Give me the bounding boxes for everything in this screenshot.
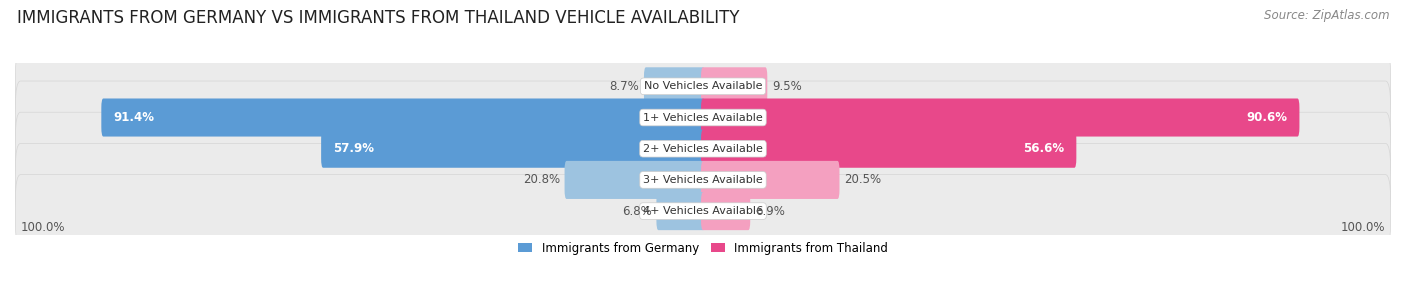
Text: IMMIGRANTS FROM GERMANY VS IMMIGRANTS FROM THAILAND VEHICLE AVAILABILITY: IMMIGRANTS FROM GERMANY VS IMMIGRANTS FR…	[17, 9, 740, 27]
Text: 100.0%: 100.0%	[21, 221, 65, 234]
Text: 56.6%: 56.6%	[1024, 142, 1064, 155]
FancyBboxPatch shape	[15, 143, 1391, 217]
FancyBboxPatch shape	[15, 81, 1391, 154]
Text: 100.0%: 100.0%	[1341, 221, 1385, 234]
FancyBboxPatch shape	[702, 98, 1299, 136]
Text: 90.6%: 90.6%	[1247, 111, 1288, 124]
FancyBboxPatch shape	[15, 175, 1391, 248]
Text: 1+ Vehicles Available: 1+ Vehicles Available	[643, 112, 763, 122]
Text: 91.4%: 91.4%	[112, 111, 155, 124]
FancyBboxPatch shape	[15, 50, 1391, 123]
FancyBboxPatch shape	[702, 67, 768, 105]
FancyBboxPatch shape	[702, 192, 751, 230]
Text: 6.8%: 6.8%	[621, 204, 652, 218]
Text: 8.7%: 8.7%	[610, 80, 640, 93]
Text: 6.9%: 6.9%	[755, 204, 785, 218]
Text: 57.9%: 57.9%	[333, 142, 374, 155]
FancyBboxPatch shape	[702, 161, 839, 199]
FancyBboxPatch shape	[565, 161, 704, 199]
Legend: Immigrants from Germany, Immigrants from Thailand: Immigrants from Germany, Immigrants from…	[513, 237, 893, 259]
FancyBboxPatch shape	[321, 130, 704, 168]
Text: 9.5%: 9.5%	[772, 80, 801, 93]
Text: 4+ Vehicles Available: 4+ Vehicles Available	[643, 206, 763, 216]
FancyBboxPatch shape	[644, 67, 704, 105]
FancyBboxPatch shape	[657, 192, 704, 230]
FancyBboxPatch shape	[702, 130, 1077, 168]
FancyBboxPatch shape	[101, 98, 704, 136]
Text: 3+ Vehicles Available: 3+ Vehicles Available	[643, 175, 763, 185]
FancyBboxPatch shape	[15, 112, 1391, 185]
Text: 20.8%: 20.8%	[523, 173, 560, 186]
Text: No Vehicles Available: No Vehicles Available	[644, 81, 762, 91]
Text: 20.5%: 20.5%	[844, 173, 882, 186]
Text: Source: ZipAtlas.com: Source: ZipAtlas.com	[1264, 9, 1389, 21]
Text: 2+ Vehicles Available: 2+ Vehicles Available	[643, 144, 763, 154]
